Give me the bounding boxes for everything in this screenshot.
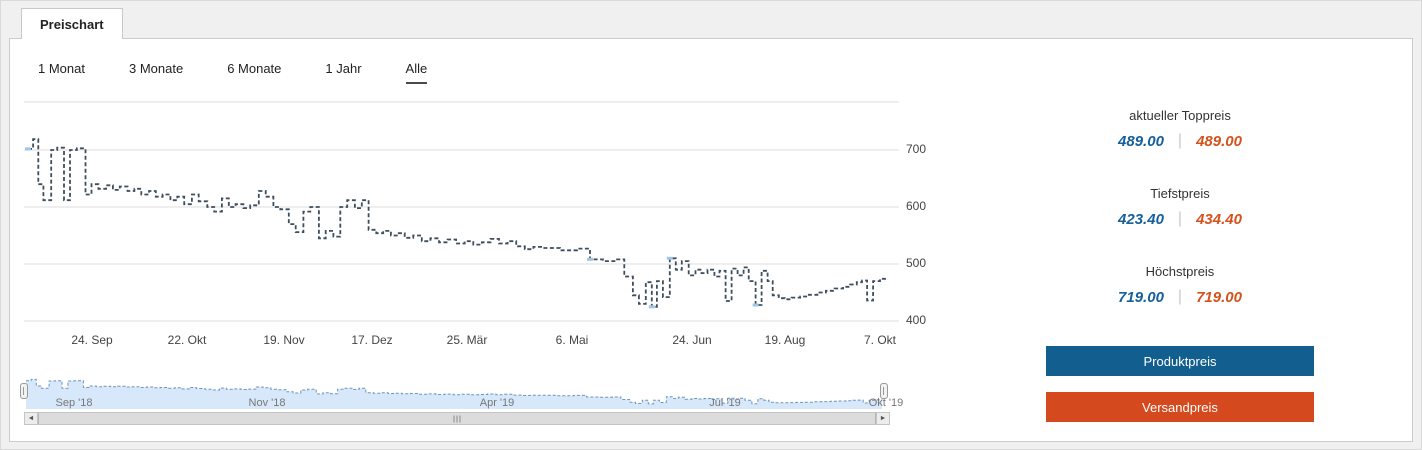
chart-area: 700 600 500 400 24. Sep 22. Okt 19. Nov … <box>20 98 926 428</box>
y-axis-tick: 500 <box>906 256 927 270</box>
x-axis-tick: 19. Nov <box>263 333 305 347</box>
timerange-nav: 1 Monat 3 Monate 6 Monate 1 Jahr Alle <box>38 61 428 84</box>
value-separator: | <box>1177 210 1183 227</box>
price-summary-panel: aktueller Toppreis 489.00 | 489.00 Tiefs… <box>1046 108 1314 422</box>
x-axis-tick: 7. Okt <box>863 333 897 347</box>
navigator-handle-left[interactable] <box>20 382 28 399</box>
navigator-tick: Apr '19 <box>479 397 515 409</box>
x-axis-tick: 17. Dez <box>351 333 393 347</box>
range-3-monate[interactable]: 3 Monate <box>128 61 184 76</box>
navigator-tick: Sep '18 <box>55 397 93 409</box>
series-toggle-buttons: Produktpreis Versandpreis <box>1046 346 1314 422</box>
tiefstpreis-label: Tiefstpreis <box>1150 186 1210 201</box>
tab-label: Preischart <box>40 17 104 32</box>
x-axis-tick: 19. Aug <box>764 333 806 347</box>
tiefstpreis-values: 423.40 | 434.40 <box>1046 210 1314 228</box>
navigator-tick: Nov '18 <box>248 397 286 409</box>
range-1-jahr[interactable]: 1 Jahr <box>325 61 362 76</box>
hoechstpreis-product-value: 719.00 <box>1118 288 1164 306</box>
x-axis: 24. Sep 22. Okt 19. Nov 17. Dez 25. Mär … <box>24 333 899 349</box>
y-axis-tick: 700 <box>906 142 927 156</box>
range-1-monat[interactable]: 1 Monat <box>38 61 85 76</box>
navigator-tick: Jul '19 <box>709 397 741 409</box>
x-axis-tick: 6. Mai <box>555 333 589 347</box>
hoechstpreis-total-value: 719.00 <box>1196 288 1242 306</box>
toppreis-block: aktueller Toppreis 489.00 | 489.00 <box>1046 108 1314 150</box>
y-axis-tick: 600 <box>906 199 927 213</box>
scroll-right-icon[interactable]: ► <box>876 412 890 425</box>
toppreis-product-value: 489.00 <box>1118 132 1164 150</box>
chart-panel: 1 Monat 3 Monate 6 Monate 1 Jahr Alle 70… <box>9 38 1413 442</box>
x-axis-tick: 22. Okt <box>167 333 207 347</box>
value-separator: | <box>1177 132 1183 149</box>
hoechstpreis-block: Höchstpreis 719.00 | 719.00 <box>1046 264 1314 306</box>
x-axis-tick: 24. Sep <box>71 333 113 347</box>
hoechstpreis-values: 719.00 | 719.00 <box>1046 288 1314 306</box>
y-axis-tick: 400 <box>906 313 927 327</box>
range-navigator[interactable]: Sep '18 Nov '18 Apr '19 Jul '19 Okt '19 <box>20 371 903 410</box>
scrollbar-track[interactable] <box>38 412 876 425</box>
scrollbar-thumb[interactable] <box>38 413 876 424</box>
tiefstpreis-total-value: 434.40 <box>1196 210 1242 228</box>
tiefstpreis-block: Tiefstpreis 423.40 | 434.40 <box>1046 186 1314 228</box>
navigator-handle-right[interactable] <box>880 382 888 399</box>
produktpreis-button[interactable]: Produktpreis <box>1046 346 1314 376</box>
tiefstpreis-product-value: 423.40 <box>1118 210 1164 228</box>
toppreis-label: aktueller Toppreis <box>1129 108 1231 123</box>
versandpreis-button[interactable]: Versandpreis <box>1046 392 1314 422</box>
navigator-plot <box>26 378 883 409</box>
toppreis-total-value: 489.00 <box>1196 132 1242 150</box>
value-separator: | <box>1177 288 1183 305</box>
scroll-left-icon[interactable]: ◄ <box>24 412 38 425</box>
price-history-plot[interactable] <box>24 98 899 330</box>
scrollbar-grip-icon <box>453 415 461 422</box>
tab-preischart[interactable]: Preischart <box>21 8 123 39</box>
range-alle[interactable]: Alle <box>405 61 428 84</box>
navigator-tick: Okt '19 <box>868 397 904 409</box>
x-axis-tick: 24. Jun <box>672 333 712 347</box>
chart-scrollbar[interactable]: ◄ ► <box>24 412 890 425</box>
hoechstpreis-label: Höchstpreis <box>1145 264 1215 279</box>
toppreis-values: 489.00 | 489.00 <box>1046 132 1314 150</box>
range-6-monate[interactable]: 6 Monate <box>227 61 282 76</box>
x-axis-tick: 25. Mär <box>446 333 488 347</box>
